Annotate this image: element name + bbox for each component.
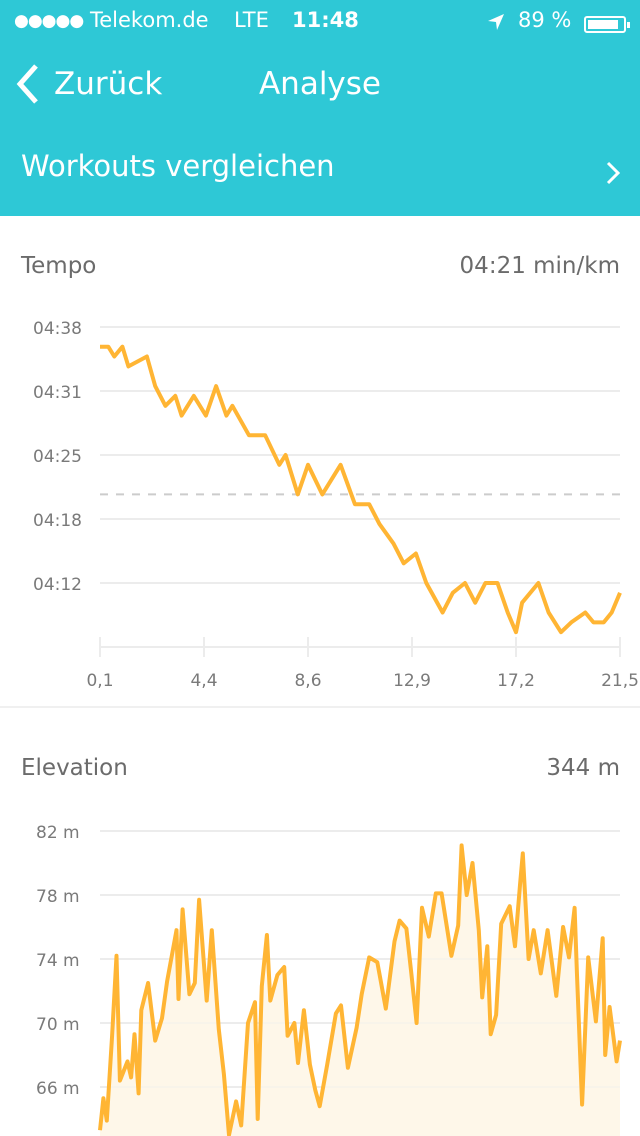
status-bar: ●●●●● Telekom.de LTE 11:48 89 % [0, 6, 640, 36]
y-tick-label: 04:38 [33, 319, 82, 339]
header: ●●●●● Telekom.de LTE 11:48 89 % Zurück A… [0, 0, 640, 216]
location-arrow-icon [488, 14, 504, 30]
page-title-text: Analyse [258, 66, 382, 102]
x-tick-label: 4,4 [190, 671, 217, 691]
chevron-right-icon [606, 161, 620, 185]
divider [0, 706, 640, 708]
y-tick-label: 04:31 [33, 383, 82, 403]
x-tick-label: 17,2 [497, 671, 535, 691]
tempo-line [100, 344, 622, 635]
y-tick-label: 82 m [36, 823, 80, 843]
y-tick-label: 04:25 [33, 447, 82, 467]
carrier: Telekom.de [90, 8, 209, 32]
x-tick-label: 21,5 [601, 671, 639, 691]
back-button[interactable]: Zurück [14, 62, 162, 106]
y-tick-label: 04:18 [33, 511, 82, 531]
page-title: Analyse [0, 66, 640, 102]
x-tick-label: 12,9 [393, 671, 431, 691]
y-tick-label: 74 m [36, 951, 80, 971]
compare-workouts-row[interactable]: Workouts vergleichen [0, 135, 640, 205]
tempo-header: Tempo 04:21 min/km [21, 253, 620, 279]
battery-percent: 89 % [518, 8, 572, 32]
y-tick-label: 04:12 [33, 575, 82, 595]
y-tick-label: 66 m [36, 1079, 80, 1099]
elevation-header: Elevation 344 m [21, 755, 620, 781]
elevation-chart: 82 m 78 m 74 m 70 m 66 m [36, 823, 622, 1136]
elevation-title: Elevation [21, 755, 128, 781]
elevation-area [100, 845, 620, 1136]
tempo-title: Tempo [21, 253, 97, 279]
tempo-chart: 04:38 04:31 04:25 04:18 04:12 0,1 4,4 8,6 12,9 17… [33, 319, 639, 691]
compare-workouts-label: Workouts vergleichen [21, 149, 335, 183]
back-label: Zurück [54, 66, 163, 102]
tempo-value: 04:21 min/km [459, 253, 620, 279]
signal-strength: ●●●●● [14, 11, 84, 31]
network-type: LTE [234, 8, 269, 32]
y-tick-label: 70 m [36, 1015, 80, 1035]
chevron-left-icon [16, 64, 38, 104]
elevation-value: 344 m [546, 755, 620, 781]
battery-icon [584, 16, 630, 33]
y-tick-label: 78 m [36, 887, 80, 907]
x-tick-label: 0,1 [86, 671, 113, 691]
clock: 11:48 [292, 8, 359, 32]
x-tick-label: 8,6 [294, 671, 321, 691]
elevation-line [98, 843, 622, 1136]
